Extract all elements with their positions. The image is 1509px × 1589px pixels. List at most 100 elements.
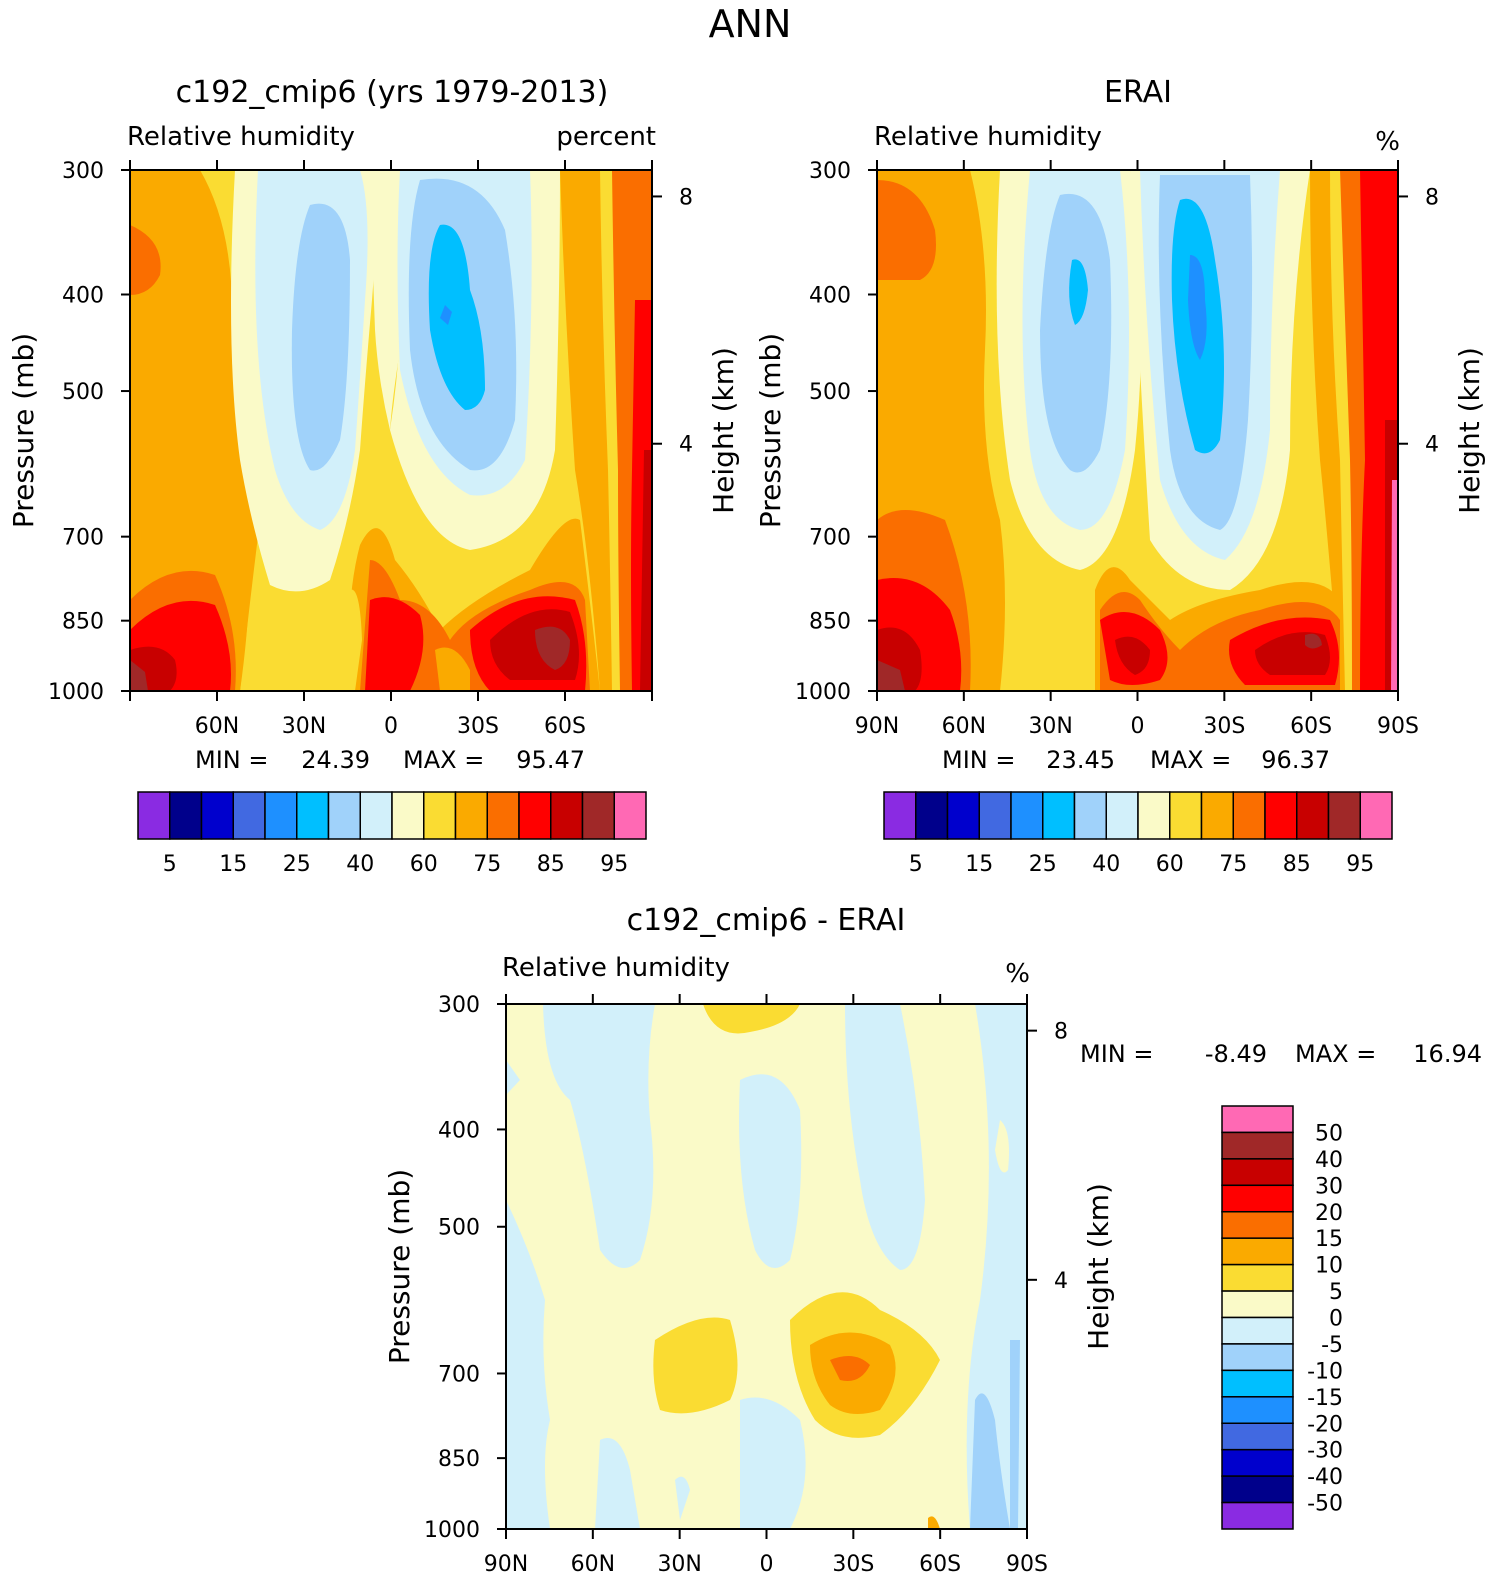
pressure-tick-label: 700 — [438, 1362, 480, 1387]
height-tick-label: 8 — [1425, 185, 1439, 210]
colorbar-swatch — [1137, 791, 1171, 840]
panel-obs-units-label: % — [1375, 127, 1400, 157]
colorbar-label: 5 — [163, 852, 177, 877]
height-axis-label: Height (km) — [707, 347, 740, 514]
pressure-tick-label: 850 — [438, 1447, 480, 1472]
lat-tick-label: 90N — [484, 1552, 528, 1577]
diff-colorbar-label: -40 — [1307, 1465, 1343, 1490]
panel-diff-contours — [506, 1004, 1027, 1529]
diff-colorbar-swatch — [1221, 1396, 1294, 1424]
pressure-tick-label: 1000 — [795, 680, 851, 705]
diff-colorbar-label: -15 — [1307, 1386, 1343, 1411]
colorbar-label: 75 — [473, 852, 501, 877]
pressure-tick-label: 850 — [62, 610, 104, 635]
diff-colorbar-label: -5 — [1321, 1333, 1343, 1358]
height-axis-label: Height (km) — [1453, 347, 1486, 514]
diff-colorbar-label: 30 — [1315, 1174, 1343, 1199]
colorbar-swatch — [1327, 791, 1361, 840]
diff-colorbar-swatch — [1221, 1131, 1294, 1160]
diff-colorbar-swatch — [1221, 1263, 1294, 1292]
pressure-tick-label: 400 — [438, 1118, 480, 1143]
panel-model: c192_cmip6 (yrs 1979-2013) Relative humi… — [127, 75, 656, 692]
diff-colorbar-label: 5 — [1329, 1280, 1343, 1305]
colorbar-swatch — [915, 791, 949, 840]
pressure-tick-label: 300 — [809, 159, 851, 184]
colorbar-swatch — [518, 791, 552, 840]
colorbar-label: 25 — [283, 852, 311, 877]
diff-colorbar-swatch — [1221, 1448, 1294, 1477]
diff-colorbar-swatch — [1221, 1316, 1294, 1345]
colorbar-label: 95 — [600, 852, 628, 877]
panel-diff-title: c192_cmip6 - ERAI — [627, 903, 906, 938]
max-value: 96.37 — [1261, 746, 1330, 774]
colorbar-swatch — [359, 791, 393, 840]
colorbar-swatch — [1296, 791, 1330, 840]
lat-tick-label: 60S — [1290, 714, 1332, 739]
diff-colorbar-label: -10 — [1307, 1359, 1343, 1384]
colorbar-label: 95 — [1346, 852, 1374, 877]
colorbar-label: 40 — [1092, 852, 1120, 877]
diff-colorbar-label: 40 — [1315, 1148, 1343, 1173]
colorbar-swatch — [232, 791, 266, 840]
pressure-tick-label: 1000 — [424, 1518, 480, 1543]
panel-diff-variable-label: Relative humidity — [502, 953, 730, 983]
diff-colorbar-label: -50 — [1307, 1492, 1343, 1517]
colorbar-label: 60 — [410, 852, 438, 877]
panel-obs-title: ERAI — [1104, 75, 1172, 110]
colorbar-swatch — [1169, 791, 1203, 840]
diff-colorbar-swatch — [1221, 1475, 1294, 1504]
height-axis-label: Height (km) — [1082, 1183, 1115, 1350]
panel-model-title: c192_cmip6 (yrs 1979-2013) — [176, 75, 609, 110]
panel-model-units-label: percent — [556, 122, 656, 152]
lat-tick-label: 30N — [282, 714, 326, 739]
colorbar-swatch — [1042, 791, 1076, 840]
min-value: -8.49 — [1205, 1040, 1267, 1068]
diff-colorbar-swatch — [1221, 1501, 1294, 1530]
diff-colorbar-label: 10 — [1315, 1254, 1343, 1279]
pressure-tick-label: 850 — [809, 610, 851, 635]
colorbar-swatch — [1232, 791, 1266, 840]
diff-colorbar-label: -20 — [1307, 1412, 1343, 1437]
min-label: MIN = — [942, 746, 1015, 774]
height-tick-label: 4 — [1425, 433, 1439, 458]
diff-colorbar-label: 15 — [1315, 1227, 1343, 1252]
colorbar-label: 85 — [1283, 852, 1311, 877]
lat-tick-label: 30S — [1203, 714, 1245, 739]
diff-colorbar-swatch — [1221, 1369, 1294, 1398]
diff-colorbar-swatch — [1221, 1105, 1294, 1134]
colorbar-swatch — [169, 791, 203, 840]
height-tick-label: 4 — [679, 433, 693, 458]
panel-diff-units-label: % — [1005, 959, 1030, 989]
height-tick-label: 8 — [1054, 1020, 1068, 1045]
colorbar-swatch — [423, 791, 457, 840]
max-value: 16.94 — [1413, 1040, 1482, 1068]
diff-colorbar-label: 0 — [1329, 1307, 1343, 1332]
diff-colorbar-swatch — [1221, 1343, 1294, 1372]
pressure-tick-label: 400 — [62, 283, 104, 308]
max-label: MAX = — [403, 746, 484, 774]
diff-colorbar-label: -30 — [1307, 1439, 1343, 1464]
colorbar-swatch — [1105, 791, 1139, 840]
lat-tick-label: 60N — [571, 1552, 615, 1577]
colorbar-swatch — [391, 791, 425, 840]
panel-model-contours — [130, 170, 652, 691]
diff-colorbar-swatch — [1221, 1290, 1294, 1319]
colorbar-swatch — [1073, 791, 1107, 840]
figure-title: ANN — [709, 2, 792, 46]
panel-diff: c192_cmip6 - ERAI Relative humidity % — [502, 903, 1030, 1530]
colorbar-label: 15 — [965, 852, 993, 877]
lat-tick-label: 90N — [855, 714, 899, 739]
colorbar-swatch — [137, 791, 171, 840]
max-value: 95.47 — [516, 746, 585, 774]
diff-colorbar-swatch — [1221, 1158, 1294, 1187]
diff-colorbar-label: 50 — [1315, 1121, 1343, 1146]
height-tick-label: 4 — [1054, 1269, 1068, 1294]
colorbar-swatch — [978, 791, 1012, 840]
colorbar-swatch — [1264, 791, 1298, 840]
colorbar-swatch — [946, 791, 980, 840]
colorbar-label: 15 — [219, 852, 247, 877]
colorbar-swatch — [200, 791, 234, 840]
colorbar-swatch — [1359, 791, 1393, 840]
panel-model-variable-label: Relative humidity — [127, 122, 355, 152]
